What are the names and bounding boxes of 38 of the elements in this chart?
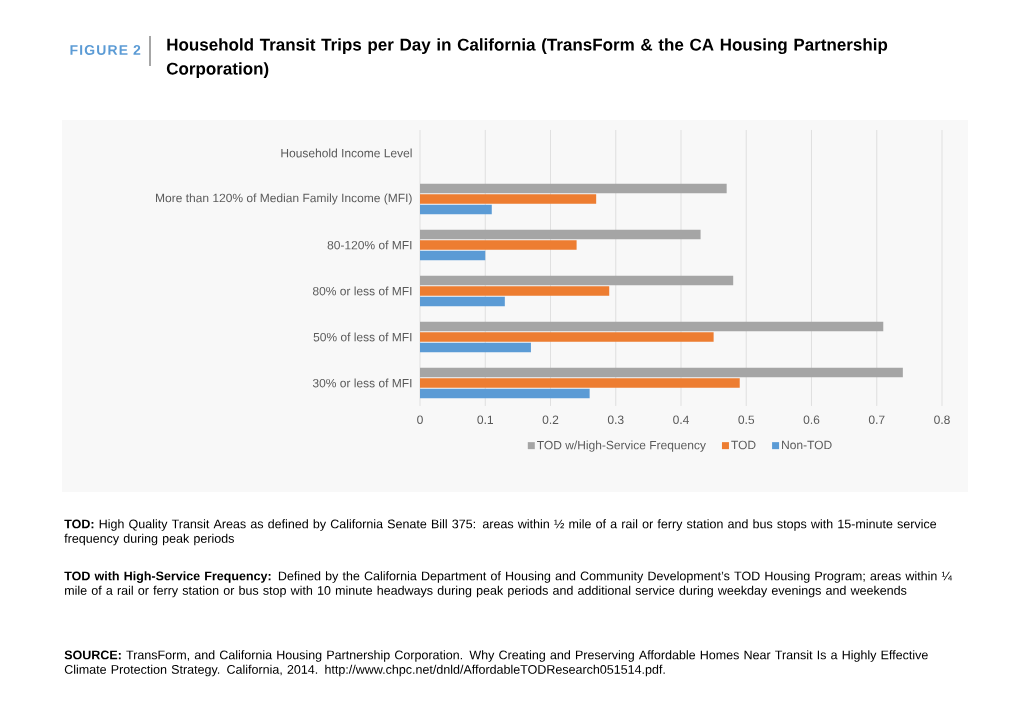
bar xyxy=(420,342,531,353)
text: TOD with High-Service Frequency: Defined by the California Department of Housing and Community Development’s TOD Housing Program; areas within ¼ mile of a rail or ferry station or bus stop with 10 minute headways during peak periods and additional service during weekday evenings and weekends xyxy=(64,571,953,598)
x-tick-label: 0.3 xyxy=(607,415,624,425)
x-tick-label: 0.5 xyxy=(738,415,755,425)
legend-label: TOD xyxy=(731,440,756,450)
bar xyxy=(420,367,903,378)
bar xyxy=(420,229,701,240)
bar xyxy=(420,194,597,204)
bar xyxy=(420,250,486,261)
y-tick-label: 80-120% of MFI xyxy=(327,240,412,250)
y-tick-label: 30% or less of MFI xyxy=(312,378,412,388)
legend-label: TOD w/High-Service Frequency xyxy=(537,440,706,452)
bar xyxy=(420,388,590,399)
x-tick-label: 0.4 xyxy=(673,415,689,425)
y-tick-label: More than 120% of Median Family Income (MFI) xyxy=(156,193,412,205)
text: TOD: High Quality Transit Areas as defined by California Senate Bill 375: areas within ½ mile of a rail or ferry station and bus stops with 15-minute service frequency during peak periods xyxy=(64,519,937,546)
bar xyxy=(420,286,610,296)
bar xyxy=(420,240,577,250)
bar xyxy=(420,275,734,286)
y-tick-label: 50% of less of MFI xyxy=(313,332,412,342)
chart-title: Household Transit Trips per Day in California (TransForm & the CA Housing Partnership Corporation) xyxy=(166,38,888,79)
bar xyxy=(420,378,740,388)
bar xyxy=(420,204,492,215)
bar xyxy=(420,296,505,307)
text: SOURCE: TransForm, and California Housing Partnership Corporation. Why Creating and Preserving Affordable Homes Near Transit Is a Highly Effective Climate Protection Strategy. California, 2014. http://www.chpc.net/dnld/AffordableTODResearch051514.pdf. xyxy=(64,650,928,677)
y-tick-label: 80% or less of MFI xyxy=(312,286,412,296)
x-tick-label: 0.8 xyxy=(934,415,950,425)
x-tick-label: 0.6 xyxy=(803,415,820,425)
x-tick-label: 0.7 xyxy=(868,415,885,425)
x-tick-label: 0.2 xyxy=(542,415,559,425)
x-tick-label: 0 xyxy=(417,415,423,425)
legend-label: Non-TOD xyxy=(782,440,832,450)
caption: FIGURE 2 xyxy=(70,45,141,55)
x-tick-label: 0.1 xyxy=(477,415,493,425)
bar xyxy=(420,321,884,332)
bar xyxy=(420,183,727,194)
bar xyxy=(420,332,714,342)
y-tick-label: Household Income Level xyxy=(281,148,412,158)
